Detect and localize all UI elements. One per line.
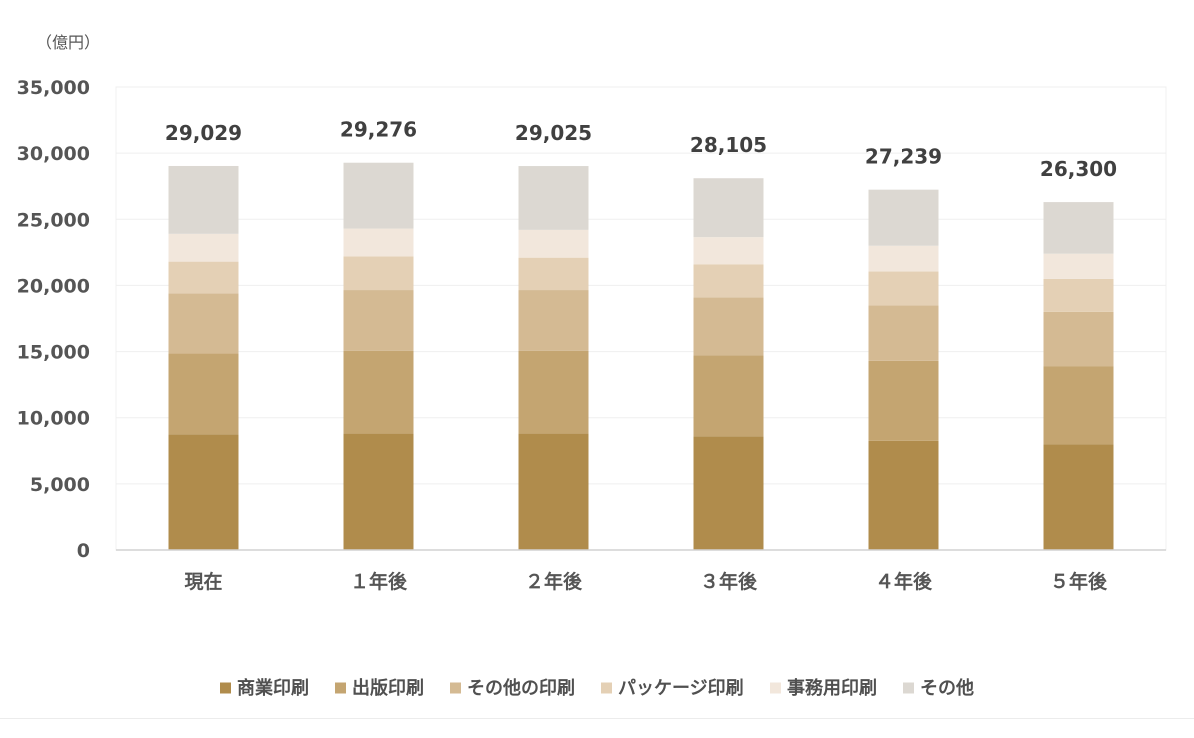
bar-segment — [168, 261, 239, 294]
bar-segment — [343, 350, 414, 434]
y-tick-label: 10,000 — [17, 408, 90, 430]
y-tick-label: 20,000 — [17, 275, 90, 297]
bottom-divider — [0, 718, 1194, 719]
bar-segment — [518, 290, 589, 351]
bar-segment — [343, 162, 414, 229]
bar-segment — [518, 229, 589, 258]
legend-swatch — [220, 682, 231, 694]
total-label: 28,105 — [690, 133, 767, 157]
legend-swatch — [335, 682, 346, 694]
x-tick-label: １年後 — [350, 570, 408, 593]
bar-segment — [168, 293, 239, 354]
total-label: 29,276 — [340, 118, 417, 142]
bar-segment — [868, 360, 939, 441]
y-axis-unit-label: （億円） — [36, 33, 100, 52]
legend-swatch — [450, 682, 461, 694]
legend-label: 事務用印刷 — [787, 677, 877, 699]
bar-segment — [1043, 444, 1114, 550]
bar-segment — [693, 436, 764, 550]
y-tick-label: 15,000 — [17, 342, 90, 364]
bar-segment — [168, 233, 239, 262]
bar-segment — [693, 178, 764, 238]
y-tick-label: 35,000 — [17, 77, 90, 99]
legend-label: パッケージ印刷 — [618, 678, 744, 699]
y-tick-label: 5,000 — [30, 474, 90, 496]
bar-segment — [693, 297, 764, 356]
bar-segment — [868, 305, 939, 361]
total-labels: 29,029 29,276 29,025 28,105 27,239 26,300 — [165, 118, 1117, 181]
bar-segment — [343, 228, 414, 257]
bar-segment — [693, 237, 764, 265]
bar-segment — [868, 189, 939, 246]
bar-segment — [1043, 253, 1114, 279]
bar-segment — [693, 264, 764, 298]
bar-segment — [168, 353, 239, 435]
total-label: 26,300 — [1040, 157, 1117, 181]
bar-segment — [1043, 278, 1114, 312]
legend-label: その他の印刷 — [467, 677, 575, 699]
legend-label: 出版印刷 — [352, 677, 424, 699]
bar-segment — [168, 434, 239, 550]
y-tick-label: 25,000 — [17, 209, 90, 231]
y-tick-label: 0 — [77, 540, 90, 562]
bar-segment — [518, 166, 589, 230]
plot-frame — [115, 86, 1167, 551]
bar-segment — [343, 256, 414, 291]
legend-swatch — [770, 682, 781, 694]
x-axis-tick-labels: 現在 １年後 ２年後 ３年後 ４年後 ５年後 — [184, 570, 1108, 593]
legend-label: 商業印刷 — [237, 677, 309, 699]
bar-segment — [868, 440, 939, 550]
y-tick-label: 30,000 — [17, 143, 90, 165]
bar-segment — [518, 433, 589, 550]
legend-label: その他 — [920, 677, 974, 699]
bar-segment — [1043, 311, 1114, 367]
total-label: 27,239 — [865, 145, 942, 169]
bar-segment — [1043, 202, 1114, 254]
bar-segment — [868, 245, 939, 272]
x-tick-label: ４年後 — [875, 570, 933, 593]
bar-segment — [518, 257, 589, 291]
legend-swatch — [601, 682, 612, 694]
bar-stacks — [168, 162, 1114, 550]
legend-swatch — [903, 682, 914, 694]
bar-segment — [868, 271, 939, 306]
y-axis-tick-labels: 0 5,000 10,000 15,000 20,000 25,000 30,000 35,0… — [17, 77, 90, 562]
bar-segment — [518, 350, 589, 434]
total-label: 29,025 — [515, 121, 592, 145]
bar-segment — [168, 165, 239, 234]
x-tick-label: 現在 — [184, 570, 222, 593]
x-tick-label: ５年後 — [1050, 570, 1108, 593]
total-label: 29,029 — [165, 121, 242, 145]
bar-segment — [343, 433, 414, 550]
gridlines — [115, 86, 1167, 551]
bar-segment — [1043, 366, 1114, 445]
bar-segment — [343, 290, 414, 351]
legend: 商業印刷 出版印刷 その他の印刷 パッケージ印刷 事務用印刷 その他 — [220, 677, 974, 699]
bar-segment — [693, 355, 764, 437]
x-tick-label: ２年後 — [525, 570, 583, 593]
x-tick-label: ３年後 — [700, 570, 758, 593]
